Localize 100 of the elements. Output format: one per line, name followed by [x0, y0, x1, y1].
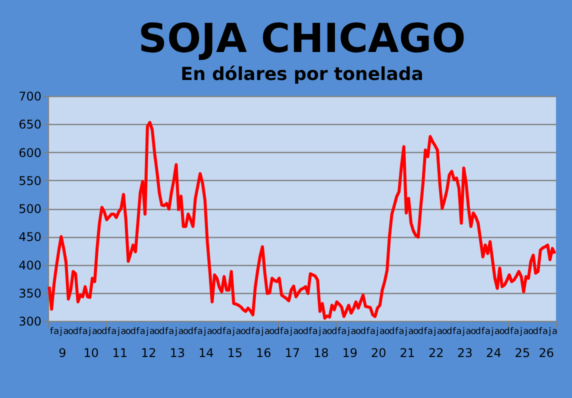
x-tick-label: a [236, 327, 242, 337]
x-tick-label: d [130, 327, 136, 337]
x-tick-label: a [322, 327, 328, 337]
x-tick-label: o [356, 327, 362, 337]
x-tick-label: o [183, 327, 190, 337]
x-tick-label: f [366, 327, 370, 337]
x-tick-label: d [418, 327, 424, 337]
x-tick-label: o [470, 327, 477, 337]
text: 10 [83, 346, 99, 360]
x-tick-label: f [395, 327, 400, 337]
x-tick-label: f [194, 327, 198, 337]
text: 17 [284, 346, 300, 360]
x-tick-label: o [499, 327, 506, 337]
y-tick-label: 300 [18, 314, 42, 328]
x-tick-label: d [72, 327, 78, 337]
x-tick-label: d [360, 327, 366, 337]
y-tick-label: 550 [18, 174, 42, 188]
x-tick-label: o [413, 327, 420, 337]
x-tick-label: a [494, 327, 500, 337]
text: 9 [58, 346, 66, 360]
x-tick-label: o [240, 327, 247, 337]
x-tick-label: a [178, 327, 184, 337]
x-tick-label: j [490, 327, 494, 337]
x-tick-label: d [504, 327, 510, 337]
x-tick-label: d [274, 327, 280, 337]
x-tick-label: f [251, 327, 256, 337]
x-tick-label: f [78, 327, 83, 337]
text: 13 [170, 346, 186, 360]
x-tick-label: d [475, 327, 481, 337]
x-tick-label: d [389, 327, 395, 337]
x-tick-label: j [288, 327, 292, 337]
x-tick-label: d [532, 327, 538, 337]
x-tick-label: a [341, 327, 347, 337]
x-tick-label: o [298, 327, 304, 337]
x-tick-label: o [96, 327, 103, 337]
x-tick-label: j [518, 327, 523, 337]
x-tick-label: a [456, 327, 462, 337]
x-tick-label: o [269, 327, 276, 337]
x-tick-label: j [88, 327, 92, 337]
text: 19 [342, 346, 358, 360]
x-tick-label: j [260, 327, 264, 337]
x-tick-label: a [350, 327, 356, 337]
x-tick-label: a [82, 327, 88, 337]
x-tick-label: f [510, 327, 514, 337]
x-tick-label: a [542, 327, 548, 337]
text: 25 [514, 346, 530, 360]
y-tick-label: 500 [18, 202, 42, 216]
chart-title: SOJA CHICAGO [138, 16, 466, 62]
x-tick-label: a [254, 327, 260, 337]
x-tick-label: j [145, 327, 149, 337]
x-tick-label: a [427, 327, 433, 337]
x-tick-label: d [302, 327, 308, 337]
x-tick-label: a [293, 327, 299, 337]
x-tick-label: j [346, 327, 350, 337]
y-tick-label: 700 [18, 90, 42, 104]
x-tick-label: f [50, 327, 54, 337]
text: 11 [112, 346, 128, 360]
x-tick-label: a [264, 327, 270, 337]
y-tick-label: 400 [18, 258, 42, 272]
x-tick-label: d [158, 327, 165, 337]
x-tick-label: j [461, 327, 466, 337]
x-tick-label: f [452, 327, 457, 337]
x-tick-label: f [481, 327, 486, 337]
y-tick-label: 350 [18, 286, 42, 300]
x-tick-label: j [202, 327, 206, 337]
text: 14 [198, 346, 214, 360]
x-tick-label: d [216, 327, 222, 337]
x-tick-label: f [222, 327, 227, 337]
text: 23 [457, 346, 473, 360]
x-tick-label: a [398, 327, 404, 337]
x-tick-label: a [206, 327, 213, 337]
x-tick-label: a [552, 327, 558, 337]
x-tick-label: d [446, 327, 452, 337]
x-tick-label: a [168, 327, 174, 337]
text: 12 [141, 346, 156, 360]
x-tick-label: o [154, 327, 160, 337]
y-tick-label: 600 [18, 146, 42, 160]
x-tick-label: a [226, 327, 232, 337]
text: 24 [486, 346, 502, 360]
x-tick-label: a [63, 327, 69, 337]
x-tick-label: f [136, 327, 140, 337]
x-tick-label: d [188, 327, 194, 337]
text: 18 [314, 346, 329, 360]
x-tick-label: a [197, 327, 203, 337]
x-tick-label: a [140, 327, 146, 337]
x-tick-label: a [370, 327, 376, 337]
x-tick-label: j [174, 327, 178, 337]
text: 20 [371, 346, 386, 360]
x-tick-label: f [424, 327, 428, 337]
x-tick-label: a [437, 327, 443, 337]
x-tick-label: o [528, 327, 534, 337]
text: 15 [227, 346, 243, 360]
x-tick-label: o [442, 327, 448, 337]
text: 21 [400, 346, 416, 360]
x-tick-label: o [384, 327, 390, 337]
chart-subtitle: En dólares por tonelada [180, 64, 424, 85]
x-tick-label: f [280, 327, 284, 337]
y-tick-label: 650 [18, 118, 42, 132]
text: 16 [256, 346, 272, 360]
x-tick-label: a [92, 327, 98, 337]
